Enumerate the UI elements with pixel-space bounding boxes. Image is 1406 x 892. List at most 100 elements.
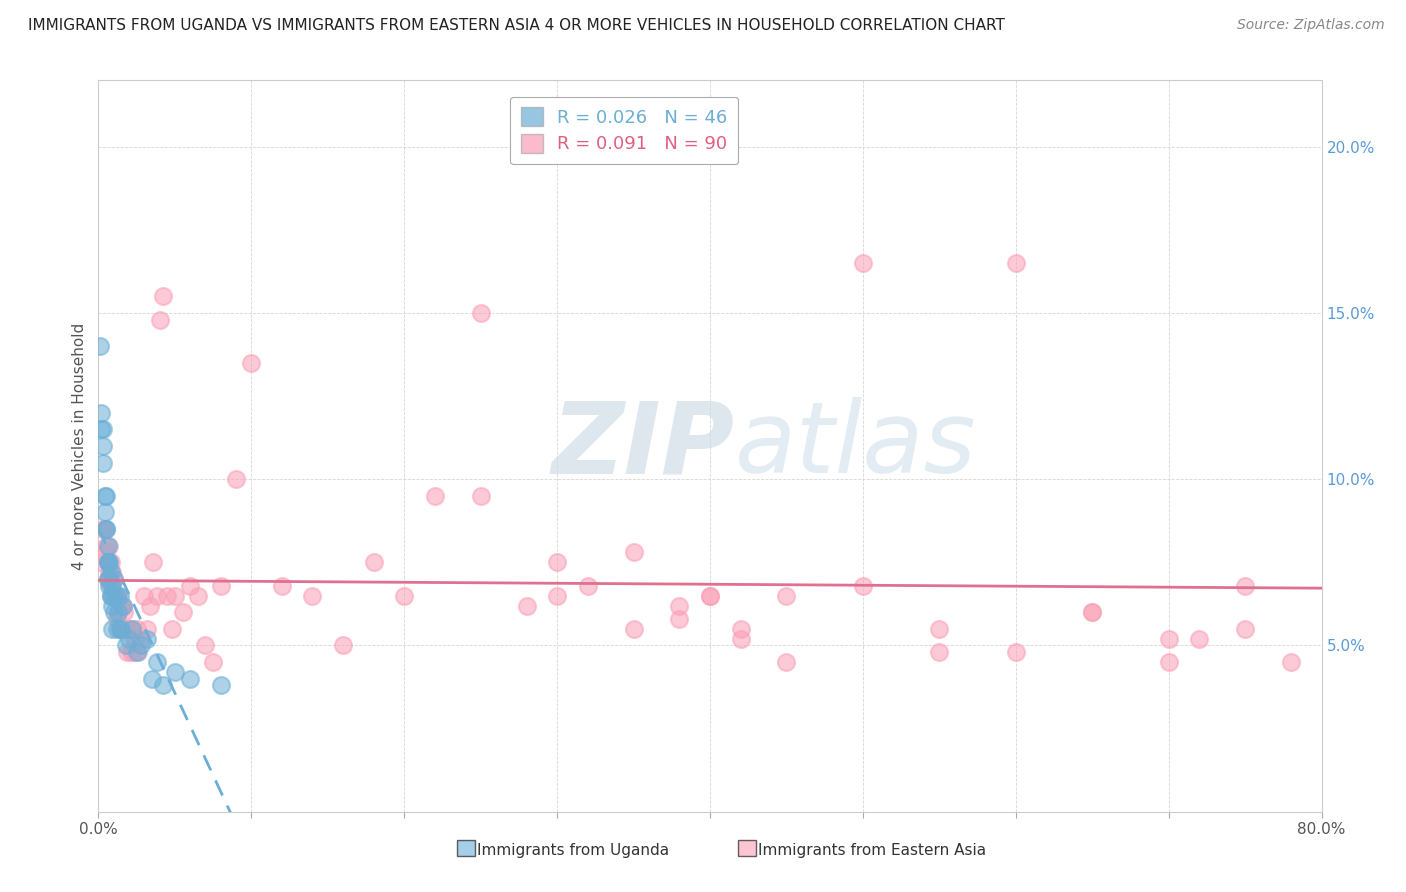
Point (94, 539, 117, 553)
Point (730, 622, 752, 636)
Point (91, 439, 114, 453)
Point (1157, 632, 1180, 646)
Point (1081, 605, 1104, 619)
Point (120, 645, 142, 659)
Point (101, 579, 124, 593)
Point (94, 522, 117, 536)
Point (103, 605, 125, 619)
Point (93, 489, 115, 503)
Point (107, 605, 129, 619)
Point (108, 622, 131, 636)
Point (97, 572, 120, 586)
Point (125, 622, 148, 636)
Point (124, 632, 146, 646)
Y-axis label: 4 or more Vehicles in Household: 4 or more Vehicles in Household (72, 322, 87, 570)
Point (1004, 645, 1026, 659)
Point (129, 639, 152, 653)
Point (122, 645, 145, 659)
Point (107, 605, 129, 619)
Point (103, 572, 125, 586)
Point (115, 622, 138, 636)
Point (730, 632, 752, 646)
Point (110, 599, 132, 613)
Point (100, 589, 122, 603)
Point (103, 589, 125, 603)
Point (149, 312, 172, 326)
Point (301, 589, 323, 603)
Point (105, 622, 128, 636)
Point (89, 339, 111, 353)
Point (100, 555, 122, 569)
Point (94, 489, 117, 503)
Point (101, 622, 124, 636)
Point (209, 579, 232, 593)
Point (112, 605, 135, 619)
Point (516, 599, 538, 613)
Point (1234, 579, 1257, 593)
Point (852, 256, 875, 270)
Text: atlas: atlas (734, 398, 976, 494)
Point (121, 622, 143, 636)
Point (98, 566, 121, 580)
Text: Immigrants from Uganda: Immigrants from Uganda (477, 843, 669, 857)
Point (98, 572, 121, 586)
Point (107, 589, 129, 603)
Point (470, 306, 492, 320)
Point (668, 612, 690, 626)
Point (240, 356, 263, 370)
Point (111, 622, 134, 636)
Point (1188, 632, 1211, 646)
Point (928, 645, 950, 659)
Point (1157, 655, 1180, 669)
Point (118, 632, 141, 646)
Point (103, 589, 125, 603)
Point (852, 579, 875, 593)
Point (97, 572, 120, 586)
Point (97, 539, 120, 553)
Point (699, 589, 721, 603)
Point (91, 522, 114, 536)
Point (118, 622, 141, 636)
Point (93, 522, 115, 536)
Point (179, 672, 201, 686)
Point (100, 566, 122, 580)
Point (1279, 655, 1302, 669)
Point (127, 645, 149, 659)
Point (142, 555, 165, 569)
Point (775, 589, 797, 603)
Point (93, 545, 115, 559)
Point (105, 612, 128, 626)
Point (90, 555, 112, 569)
Point (90, 422, 112, 436)
Point (209, 678, 232, 692)
Point (179, 579, 201, 593)
Text: ZIP: ZIP (551, 398, 734, 494)
Point (94, 522, 117, 536)
Point (699, 589, 721, 603)
Point (91, 422, 114, 436)
Point (111, 599, 134, 613)
Point (145, 655, 167, 669)
Point (105, 589, 128, 603)
Point (160, 622, 183, 636)
Point (928, 622, 950, 636)
Point (1004, 256, 1026, 270)
Point (97, 555, 120, 569)
Point (194, 639, 217, 653)
Point (145, 589, 167, 603)
Point (623, 622, 645, 636)
Point (101, 599, 124, 613)
Point (115, 639, 138, 653)
Point (163, 665, 186, 679)
Point (152, 289, 174, 303)
Point (104, 589, 127, 603)
Point (110, 622, 132, 636)
Point (775, 655, 797, 669)
Point (136, 632, 159, 646)
Point (332, 639, 354, 653)
Point (134, 589, 156, 603)
Point (121, 622, 143, 636)
Point (125, 645, 148, 659)
Point (546, 589, 568, 603)
Point (108, 589, 131, 603)
